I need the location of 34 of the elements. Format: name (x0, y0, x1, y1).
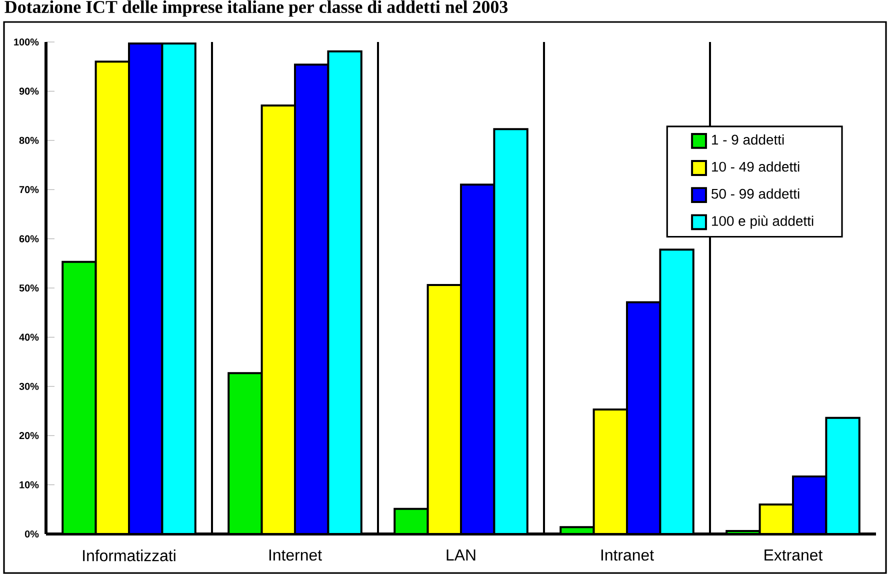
y-tick-label: 20% (19, 432, 39, 440)
bar (94, 60, 130, 534)
y-tick-label: 70% (19, 186, 39, 194)
y-tick-label: 60% (19, 235, 39, 242)
x-tick-label: Informatizzati (83, 550, 176, 562)
bar (792, 475, 828, 534)
y-tick-label: 0% (24, 530, 39, 538)
y-tick-label: 100% (14, 38, 39, 46)
bar (825, 416, 860, 534)
bar (62, 260, 97, 534)
legend-label: 1 - 9 addetti (712, 134, 784, 145)
y-tick-label: 40% (19, 334, 39, 341)
bar (294, 64, 330, 534)
legend-label: 100 e più addetti (712, 216, 814, 229)
legend-label: 50 - 99 addetti (712, 188, 800, 199)
bar (626, 301, 662, 534)
bar (327, 50, 362, 534)
x-tick-label: Extranet (764, 550, 823, 561)
x-tick-label: LAN (446, 550, 476, 561)
x-tick-label: Intranet (601, 550, 654, 561)
bar (228, 372, 263, 534)
x-tick-label: Internet (269, 550, 322, 561)
y-tick-label: 10% (20, 481, 39, 488)
y-tick-label: 50% (19, 284, 39, 292)
bar (493, 128, 528, 534)
y-tick-label: 80% (19, 136, 39, 144)
bar (426, 284, 462, 534)
legend-label: 10 - 49 addetti (712, 161, 800, 172)
y-tick-label: 30% (19, 382, 39, 390)
bar (592, 408, 628, 534)
y-tick-label: 90% (19, 88, 39, 95)
bar (659, 248, 694, 534)
bar (460, 184, 496, 534)
chart-title: Dotazione ICT delle imprese italiane per classe di addetti nel 2003 (4, 0, 508, 17)
